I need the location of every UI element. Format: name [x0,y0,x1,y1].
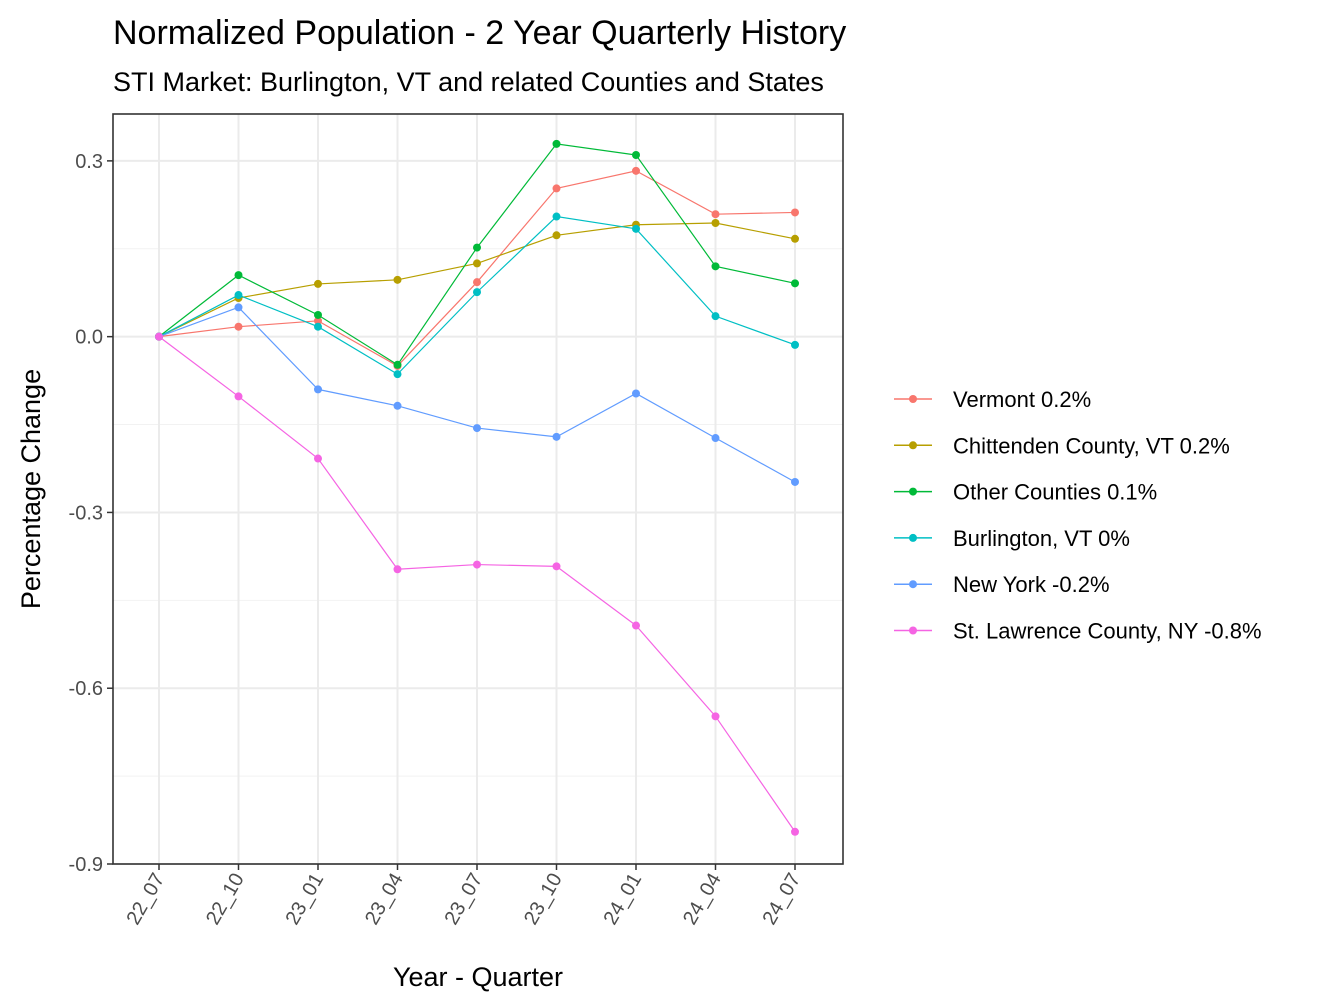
data-point [552,139,561,148]
data-point [234,271,243,280]
legend-label: St. Lawrence County, NY -0.8% [953,619,1262,644]
x-tick-label: 23_10 [520,870,567,929]
y-tick-label: -0.3 [69,502,103,524]
chart-subtitle: STI Market: Burlington, VT and related C… [113,67,824,97]
data-point [393,360,402,369]
legend-label: Vermont 0.2% [953,387,1091,412]
legend-label: Other Counties 0.1% [953,480,1157,505]
data-point [711,712,720,721]
data-point [473,278,481,287]
y-tick-label: -0.9 [69,854,103,876]
data-point [711,312,720,321]
data-point [234,291,243,300]
y-tick-label: -0.6 [69,678,103,700]
data-point [314,316,322,325]
data-point [473,259,481,268]
x-axis-title: Year - Quarter [393,962,563,992]
legend-label: Burlington, VT 0% [953,526,1130,551]
x-tick-label: 23_07 [440,870,487,929]
y-tick-label: 0.0 [75,327,103,349]
data-point [711,262,720,271]
x-tick-label: 23_01 [281,870,328,929]
data-point [632,151,640,160]
data-point [632,224,640,233]
data-point [234,322,243,331]
data-point [632,389,640,398]
data-point [473,560,481,569]
data-point [791,827,799,836]
data-point [314,385,322,394]
data-point [791,340,799,349]
data-point [234,303,243,312]
data-point [393,565,402,574]
data-point [473,288,481,297]
legend-item: Burlington, VT 0% [894,526,1130,551]
data-point [155,332,163,341]
x-tick-label: 22_10 [202,870,249,929]
data-point [234,392,243,401]
series-6 [155,332,799,836]
data-point [393,370,402,379]
series-layer [155,139,799,836]
data-point [314,322,322,331]
series-3 [155,139,799,369]
data-point [314,454,322,463]
data-point [791,477,799,486]
data-point [552,432,561,441]
legend-label: Chittenden County, VT 0.2% [953,433,1230,458]
x-tick-label: 24_04 [679,870,726,929]
legend-key-point [909,533,917,542]
x-tick-label: 22_07 [122,870,169,929]
x-tick-label: 23_04 [361,870,408,929]
data-point [314,279,322,288]
legend-item: St. Lawrence County, NY -0.8% [894,619,1262,644]
y-axis-title: Percentage Change [16,369,46,609]
legend-key-point [909,487,917,496]
data-point [791,279,799,288]
x-tick-label: 24_01 [599,870,646,929]
legend-key-point [909,441,917,450]
data-point [791,234,799,243]
data-point [314,310,322,319]
legend-item: Chittenden County, VT 0.2% [894,433,1230,458]
data-point [552,562,561,571]
data-point [552,184,561,193]
data-point [632,166,640,175]
data-point [552,231,561,240]
legend: Vermont 0.2% Chittenden County, VT 0.2% Ot… [894,387,1262,644]
data-point [791,208,799,217]
legend-key-point [909,395,917,403]
data-point [711,434,720,443]
legend-item: Vermont 0.2% [894,387,1091,412]
plot-border [112,113,844,865]
data-point [632,621,640,630]
legend-key-point [909,626,917,635]
legend-key-point [909,580,917,589]
data-point [473,243,481,252]
data-point [711,218,720,227]
data-point [552,212,561,221]
data-point [393,401,402,410]
x-tick-label: 24_07 [758,870,805,929]
legend-label: New York -0.2% [953,572,1110,597]
legend-item: Other Counties 0.1% [894,480,1157,505]
data-point [711,210,720,219]
data-point [473,424,481,433]
y-tick-label: 0.3 [75,151,103,173]
data-point [393,275,402,284]
legend-item: New York -0.2% [894,572,1110,597]
chart-title: Normalized Population - 2 Year Quarterly… [113,14,846,52]
